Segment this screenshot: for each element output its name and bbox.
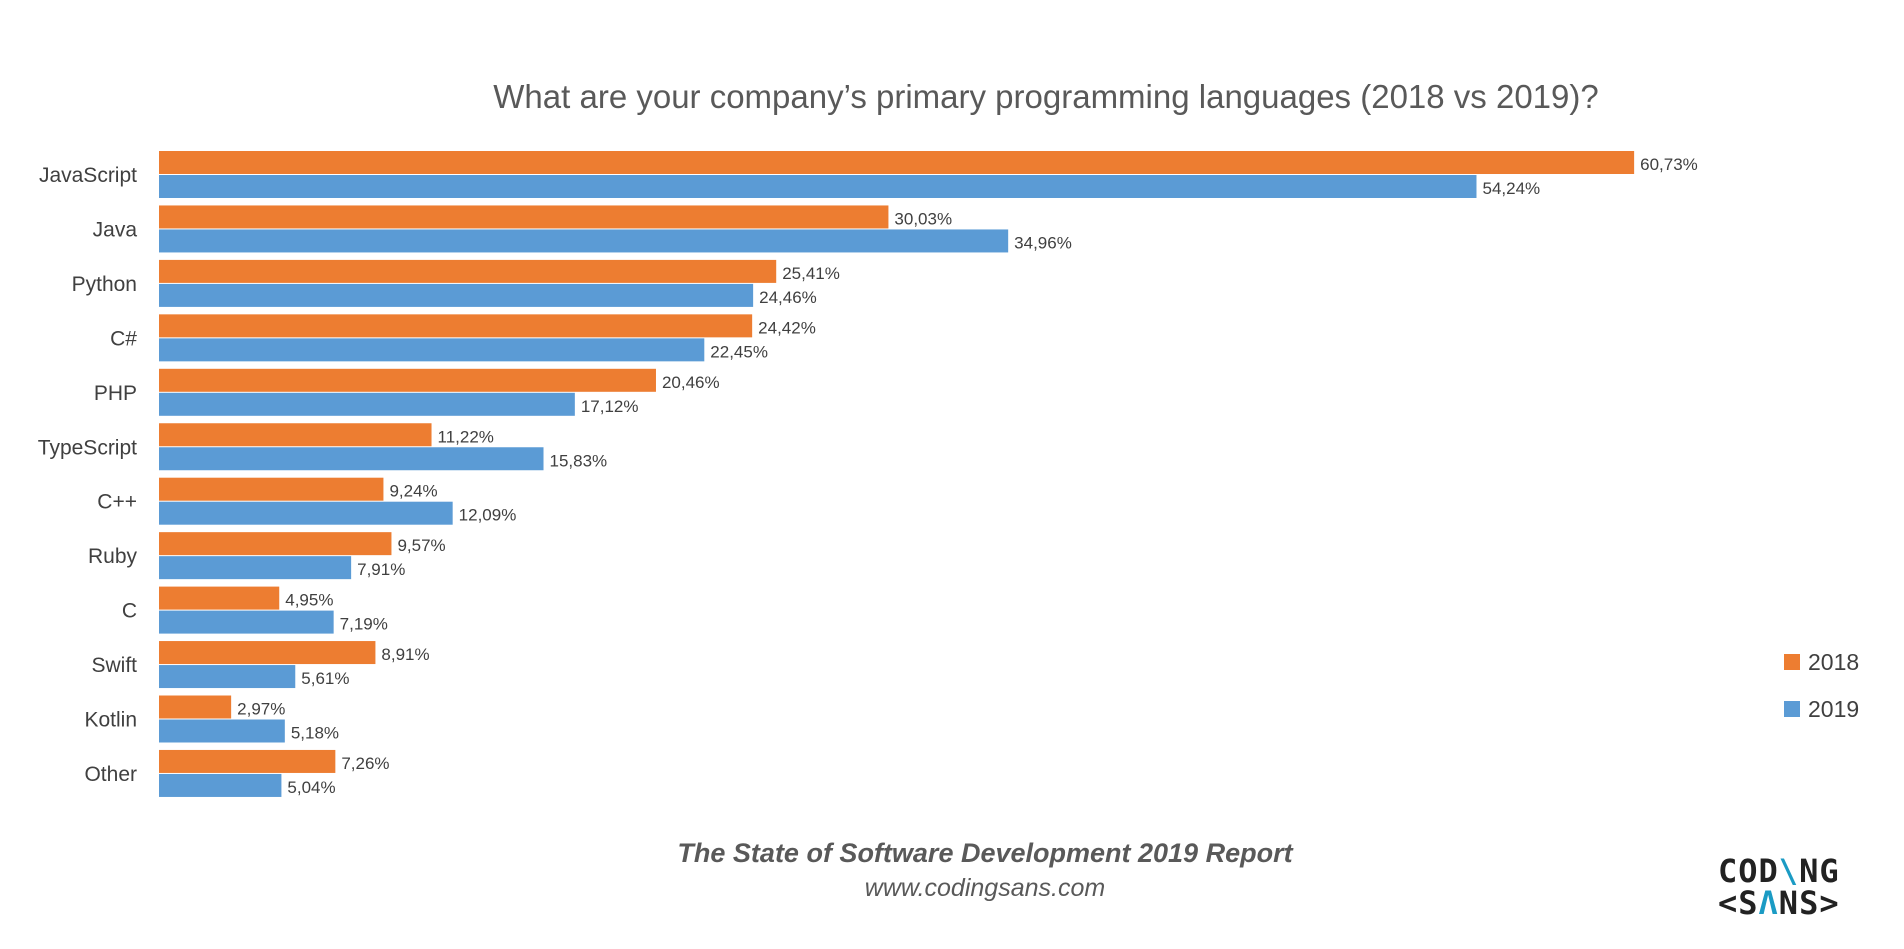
data-label: 24,42%	[758, 318, 816, 337]
bar-2018	[159, 259, 777, 283]
data-label: 24,46%	[759, 288, 817, 307]
bar-2019	[159, 773, 282, 797]
data-label: 7,19%	[340, 615, 388, 634]
legend-label: 2019	[1808, 696, 1859, 722]
bar-2018	[159, 314, 753, 338]
bar-2019	[159, 610, 334, 634]
bar-2019	[159, 665, 296, 689]
bar-2019	[159, 229, 1009, 253]
bar-2019	[159, 392, 575, 416]
category-label: C	[122, 600, 137, 623]
data-label: 4,95%	[285, 591, 333, 610]
category-label: C++	[97, 491, 137, 514]
data-label: 7,91%	[357, 560, 405, 579]
data-label: 60,73%	[1640, 155, 1698, 174]
category-label: C#	[110, 327, 137, 350]
category-label: JavaScript	[39, 164, 137, 187]
chart-title: What are your company’s primary programm…	[493, 78, 1598, 115]
data-label: 9,57%	[397, 536, 445, 555]
data-label: 2,97%	[237, 700, 285, 719]
footer-website: www.codingsans.com	[864, 874, 1106, 902]
bar-2019	[159, 338, 705, 362]
bar-2019	[159, 501, 453, 525]
bar-2019	[159, 175, 1477, 198]
legend-swatch-2019	[1784, 701, 1800, 717]
bar-2018	[159, 477, 384, 501]
data-label: 5,61%	[301, 669, 349, 688]
category-label: TypeScript	[38, 436, 137, 459]
category-label: Kotlin	[84, 709, 137, 732]
data-label: 20,46%	[662, 373, 720, 392]
bar-2018	[159, 151, 1635, 174]
data-label: 15,83%	[550, 451, 608, 470]
bar-2018	[159, 368, 656, 392]
data-label: 8,91%	[381, 645, 429, 664]
category-label: Ruby	[88, 545, 138, 568]
category-label: Java	[93, 218, 138, 241]
bar-2018	[159, 749, 336, 773]
data-label: 9,24%	[389, 482, 437, 501]
bar-2018	[159, 423, 432, 447]
data-label: 22,45%	[710, 342, 768, 361]
data-label: 5,04%	[287, 778, 335, 797]
category-label: PHP	[94, 382, 137, 405]
bar-2018	[159, 695, 232, 719]
data-label: 30,03%	[894, 209, 952, 228]
codingsans-logo: COD\NG <SΛNS>	[1718, 852, 1840, 922]
bar-2018	[159, 641, 376, 665]
data-label: 11,22%	[438, 427, 494, 446]
legend-swatch-2018	[1784, 654, 1800, 670]
data-label: 54,24%	[1482, 179, 1540, 198]
bar-2019	[159, 447, 544, 471]
bar-2018	[159, 205, 889, 229]
footer-report-title: The State of Software Development 2019 R…	[677, 838, 1293, 868]
data-label: 12,09%	[459, 506, 517, 525]
bar-2019	[159, 556, 352, 580]
bar-2018	[159, 586, 280, 610]
bar-2019	[159, 283, 754, 307]
data-label: 25,41%	[782, 264, 840, 283]
category-label: Swift	[91, 654, 137, 677]
data-label: 7,26%	[341, 754, 389, 773]
legend-label: 2018	[1808, 649, 1859, 675]
category-label: Python	[72, 273, 137, 296]
category-label: Other	[84, 763, 137, 786]
data-label: 17,12%	[581, 397, 639, 416]
bar-2018	[159, 532, 392, 556]
data-label: 34,96%	[1014, 233, 1072, 252]
data-label: 5,18%	[291, 724, 339, 743]
bar-2019	[159, 719, 285, 743]
